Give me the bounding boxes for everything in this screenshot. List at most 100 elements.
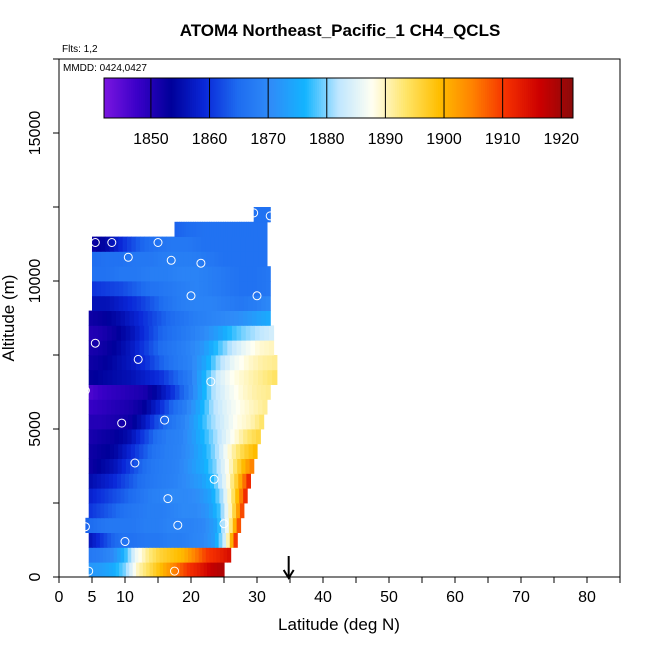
heatmap-cell — [92, 236, 97, 252]
heatmap-cell — [102, 369, 109, 385]
colorbar-segment — [320, 78, 324, 118]
heatmap-cell — [195, 399, 201, 415]
heatmap-cell — [194, 295, 200, 311]
colorbar-segment — [109, 78, 113, 118]
heatmap-cell — [161, 310, 167, 326]
heatmap-cell — [109, 251, 115, 267]
heatmap-cell — [261, 295, 267, 311]
heatmap-cell — [230, 295, 236, 311]
colorbar-segment — [283, 78, 287, 118]
heatmap-cell — [195, 547, 200, 563]
heatmap-cell — [96, 532, 101, 548]
y-tick-label: 0 — [27, 572, 44, 581]
colorbar-segment — [549, 78, 552, 118]
heatmap-cell — [245, 325, 251, 341]
heatmap-cell — [164, 399, 170, 415]
heatmap-cell — [205, 251, 211, 267]
heatmap-cell — [169, 562, 174, 578]
heatmap-cell — [128, 399, 134, 415]
heatmap-cell — [179, 236, 185, 252]
marker-head — [282, 569, 295, 580]
colorbar-segment — [180, 78, 183, 118]
colorbar-segment — [287, 78, 291, 118]
heatmap-cell — [216, 266, 222, 282]
heatmap-cell — [123, 429, 128, 445]
heatmap-cell — [216, 458, 222, 474]
heatmap-cell — [102, 355, 109, 371]
colorbar-segment — [346, 78, 349, 118]
heatmap-cell — [170, 310, 176, 326]
heatmap-cell — [229, 384, 235, 400]
heatmap-cell — [245, 340, 251, 356]
heatmap-cell — [102, 384, 108, 400]
colorbar-segment — [156, 78, 160, 118]
heatmap-cell — [134, 384, 140, 400]
heatmap-cell — [136, 281, 142, 297]
heatmap-cell — [256, 429, 261, 445]
heatmap-cell — [143, 517, 149, 533]
colorbar-segment — [516, 78, 519, 118]
colorbar-segment — [262, 78, 265, 118]
heatmap-cell — [101, 429, 107, 445]
heatmap-cell — [98, 355, 104, 371]
heatmap-cell — [120, 488, 125, 504]
heatmap-cell — [197, 473, 203, 489]
heatmap-cell — [182, 355, 189, 371]
heatmap-cell — [225, 355, 231, 371]
heatmap-cell — [243, 281, 249, 297]
colorbar: 1850 1860 1870 1880 1890 1900 1910 1920 — [103, 77, 579, 148]
heatmap-cell — [148, 532, 153, 548]
heatmap-cell — [107, 355, 113, 371]
heatmap-cell — [202, 221, 206, 237]
colorbar-segment — [127, 78, 130, 118]
heatmap-layer — [85, 207, 278, 578]
heatmap-cell — [117, 473, 122, 489]
heatmap-cell — [166, 251, 172, 267]
heatmap-cell — [239, 266, 245, 282]
heatmap-cell — [153, 340, 159, 356]
colorbar-segment — [336, 78, 339, 118]
heatmap-cell — [127, 547, 132, 563]
heatmap-cell — [140, 251, 146, 267]
heatmap-cell — [232, 517, 238, 533]
heatmap-cell — [118, 429, 124, 445]
heatmap-cell — [107, 532, 112, 548]
colorbar-segment — [211, 78, 214, 118]
colorbar-segment — [508, 78, 511, 118]
heatmap-cell — [138, 384, 144, 400]
colorbar-segment — [440, 78, 443, 118]
heatmap-cell — [149, 547, 154, 563]
heatmap-cell — [238, 473, 243, 489]
heatmap-cell — [92, 266, 98, 282]
heatmap-cell — [220, 458, 226, 474]
heatmap-cell — [198, 295, 204, 311]
heatmap-cell — [159, 488, 165, 504]
heatmap-cell — [173, 369, 179, 385]
heatmap-cell — [259, 414, 265, 430]
heatmap-cell — [118, 236, 124, 252]
heatmap-cell — [238, 310, 244, 326]
heatmap-cell — [215, 488, 220, 504]
heatmap-cell — [227, 251, 233, 267]
heatmap-cell — [233, 532, 238, 548]
heatmap-cell — [168, 399, 174, 415]
heatmap-cell — [181, 340, 187, 356]
heatmap-cell — [112, 369, 118, 385]
heatmap-cell — [178, 369, 184, 385]
heatmap-cell — [250, 325, 256, 341]
heatmap-cell — [141, 414, 147, 430]
heatmap-cell — [136, 266, 142, 282]
heatmap-cell — [147, 517, 152, 533]
heatmap-cell — [264, 221, 268, 237]
heatmap-cell — [265, 384, 271, 400]
heatmap-cell — [114, 429, 120, 445]
heatmap-cell — [102, 310, 108, 326]
heatmap-cell — [231, 488, 236, 504]
colorbar-segment — [342, 78, 345, 118]
heatmap-cell — [140, 369, 146, 385]
heatmap-cell — [214, 532, 220, 548]
heatmap-cell — [218, 532, 223, 548]
colorbar-tick-label: 1870 — [250, 131, 286, 148]
colorbar-segment — [567, 78, 570, 118]
heatmap-cell — [181, 473, 187, 489]
